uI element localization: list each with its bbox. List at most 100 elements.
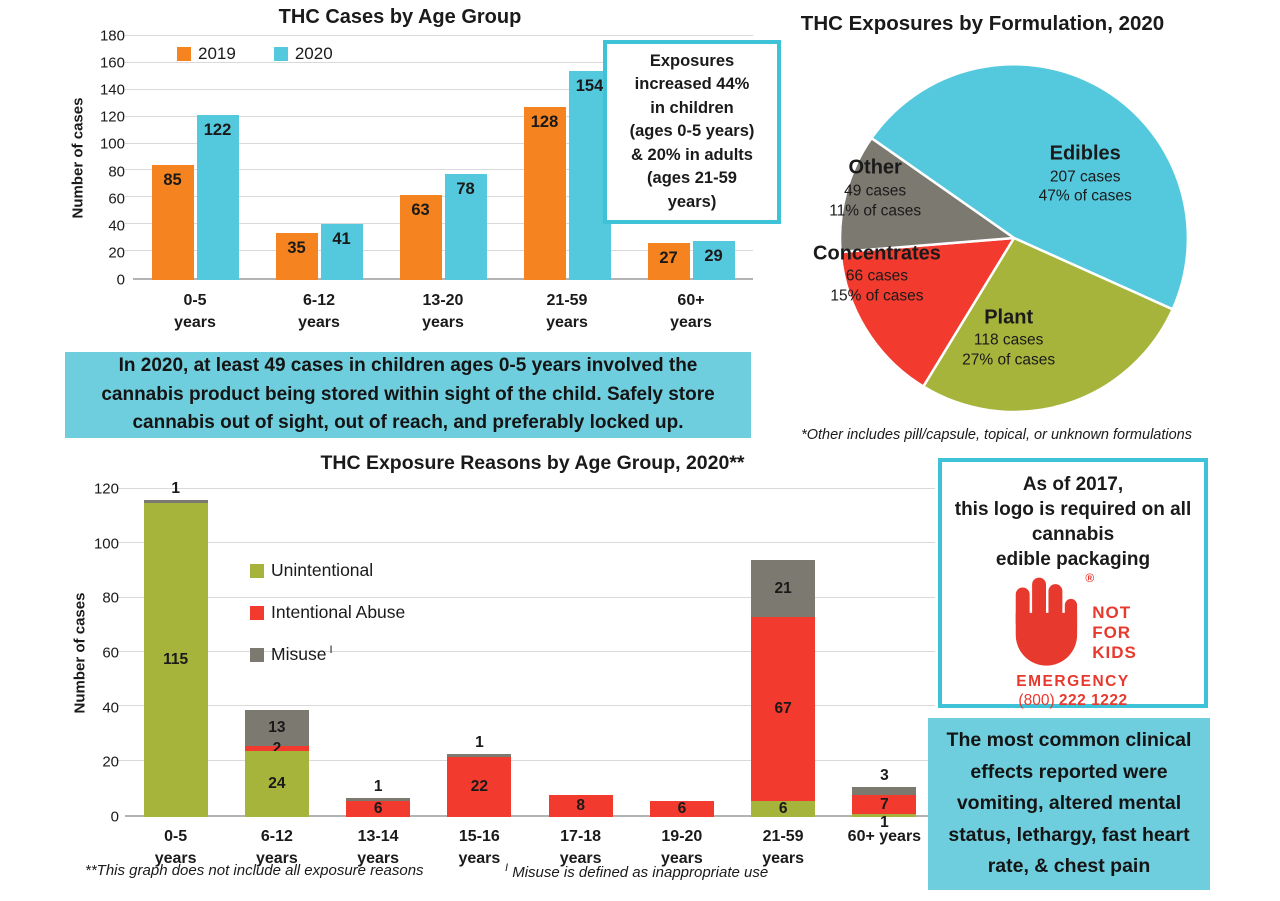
bar-value-label: 1: [880, 814, 889, 831]
stop-hand-icon: ®: [1009, 571, 1094, 666]
bar-value-label: 13: [268, 719, 286, 737]
bar-value-label: 115: [163, 651, 189, 669]
bar-value-label: 1: [475, 734, 484, 752]
bar-value-label: 24: [268, 775, 286, 793]
clinical-effects-text: The most common clinical effects reporte…: [946, 729, 1192, 878]
y-axis-ticks: 0 20 40 60 80 100 120: [73, 481, 119, 826]
pie-slice-other: [838, 136, 1016, 254]
legend: Unintentional Intentional Abuse Misuse I: [250, 560, 405, 665]
bar-group: 128 154: [523, 36, 611, 280]
bar-2020: 78: [444, 174, 487, 280]
y-tick-label: 60: [108, 190, 125, 208]
logo-word-kids: KIDS: [1092, 643, 1137, 663]
pie-slice-cases: 66 cases: [845, 267, 908, 285]
segment-intentional-abuse: 6: [649, 800, 714, 818]
gridline: [125, 35, 753, 36]
segment-intentional-abuse: 22: [447, 756, 512, 817]
legend-swatch: [250, 647, 264, 662]
chart-title: THC Cases by Age Group: [278, 6, 522, 28]
bar-2019: 35: [275, 232, 318, 280]
bar-group: 63 78: [399, 36, 487, 280]
segment-unintentional: 24: [244, 751, 309, 817]
bar-value-label: 63: [411, 200, 430, 219]
pie-label-plant: Plant 118 cases 27% of cases: [962, 305, 1055, 370]
x-axis-label: 19-20 years: [660, 828, 703, 867]
exposures-increase-note-text: Exposures increased 44% in children (age…: [629, 52, 755, 211]
gridline: [117, 651, 935, 652]
legend-swatch: [273, 47, 288, 61]
y-tick-label: 100: [93, 535, 119, 553]
y-tick-label: 20: [102, 753, 119, 771]
segment-misuse: 21: [751, 560, 816, 618]
bar-value-label: 3: [880, 766, 889, 784]
bar-2019: 128: [523, 106, 566, 280]
gridline: [117, 759, 935, 761]
logo-word-not: NOT: [1092, 603, 1132, 623]
pie-slice-cases: 118 cases: [973, 331, 1044, 349]
pie-label-other: Other 49 cases 11% of cases: [829, 156, 921, 221]
logo-requirement-text: As of 2017, this logo is required on all…: [954, 474, 1192, 571]
clinical-effects-box: The most common clinical effects reporte…: [928, 718, 1210, 890]
pie-label-edibles: Edibles 207 cases 47% of cases: [1039, 141, 1132, 206]
pie-slice-name: Edibles: [1049, 142, 1121, 165]
pie-slice-cases: 207 cases: [1049, 167, 1121, 185]
bar-group: 85 122: [151, 36, 239, 280]
x-axis-label: 6-12 years: [298, 292, 340, 331]
x-axis-labels: 0-5 years 6-12 years 13-20 years 21-59 year…: [133, 290, 753, 333]
y-tick-label: 120: [93, 480, 119, 498]
legend-item-unintentional: Unintentional: [250, 560, 373, 581]
bar-2020: 41: [320, 224, 363, 280]
bar-2019: 27: [647, 243, 690, 280]
segment-misuse: [852, 786, 917, 796]
bar-value-label: 8: [576, 797, 585, 815]
legend-label: Misuse I: [271, 644, 333, 664]
bar-value-label: 67: [774, 700, 792, 718]
segment-unintentional: 6: [751, 800, 816, 817]
bar-stack: 1 22: [447, 734, 512, 817]
y-tick-label: 40: [108, 217, 125, 235]
y-tick-label: 100: [99, 135, 125, 153]
gridline: [125, 142, 753, 144]
segment-intentional-abuse: 8: [548, 795, 613, 817]
pie-slice-name: Plant: [984, 306, 1034, 329]
pie-slice-percent: 47% of cases: [1038, 187, 1132, 205]
phone-number: 222 1222: [1058, 692, 1128, 710]
stop-hand-svg: [1015, 577, 1078, 666]
pie-slice-percent: 15% of cases: [830, 287, 924, 305]
pie-slice-name: Other: [848, 156, 902, 179]
bar-2020: 29: [692, 240, 735, 280]
bar-value-label: 27: [659, 249, 678, 268]
footnote-exposure-reasons: **This graph does not include all exposu…: [85, 862, 424, 879]
x-axis-label: 21-59 years: [762, 828, 805, 867]
pie-slice-edibles: [870, 62, 1190, 311]
footnote-misuse-sup: I: [505, 862, 509, 874]
x-axis-label: 21-59 years: [546, 292, 588, 331]
bar-stack: 21 67 6: [751, 560, 816, 817]
not-for-kids-logo-box: As of 2017, this logo is required on all…: [938, 458, 1208, 710]
bar-value-label: 22: [470, 778, 488, 796]
x-axis-label: 6-12 years: [255, 828, 298, 867]
bar-group: 35 41: [275, 36, 363, 280]
y-tick-label: 60: [102, 644, 119, 662]
bar-value-label: 85: [163, 170, 182, 189]
bar-value-label: 1: [171, 479, 180, 497]
bar-stack: 6: [649, 800, 714, 818]
bar-value-label: 6: [677, 800, 687, 818]
pie-slice-percent: 27% of cases: [962, 351, 1056, 369]
x-axis-label: 17-18 years: [559, 828, 602, 867]
bar-2019: 85: [151, 164, 194, 280]
legend-swatch: [250, 563, 264, 578]
legend-label: Intentional Abuse: [271, 602, 406, 622]
segment-misuse: [143, 499, 208, 503]
bar-stack: 13 2 24: [244, 710, 309, 817]
y-tick-label: 180: [99, 27, 125, 45]
gridline: [125, 61, 753, 63]
segment-intentional-abuse: 2: [244, 741, 309, 756]
bar-groups: 85 122 35 41 63 78 128 154 27 29: [133, 36, 753, 280]
registered-trademark-icon: ®: [1085, 571, 1095, 586]
gridline: [117, 596, 935, 598]
y-tick-label: 0: [116, 271, 125, 289]
storage-safety-banner-text: In 2020, at least 49 cases in children a…: [101, 355, 715, 434]
